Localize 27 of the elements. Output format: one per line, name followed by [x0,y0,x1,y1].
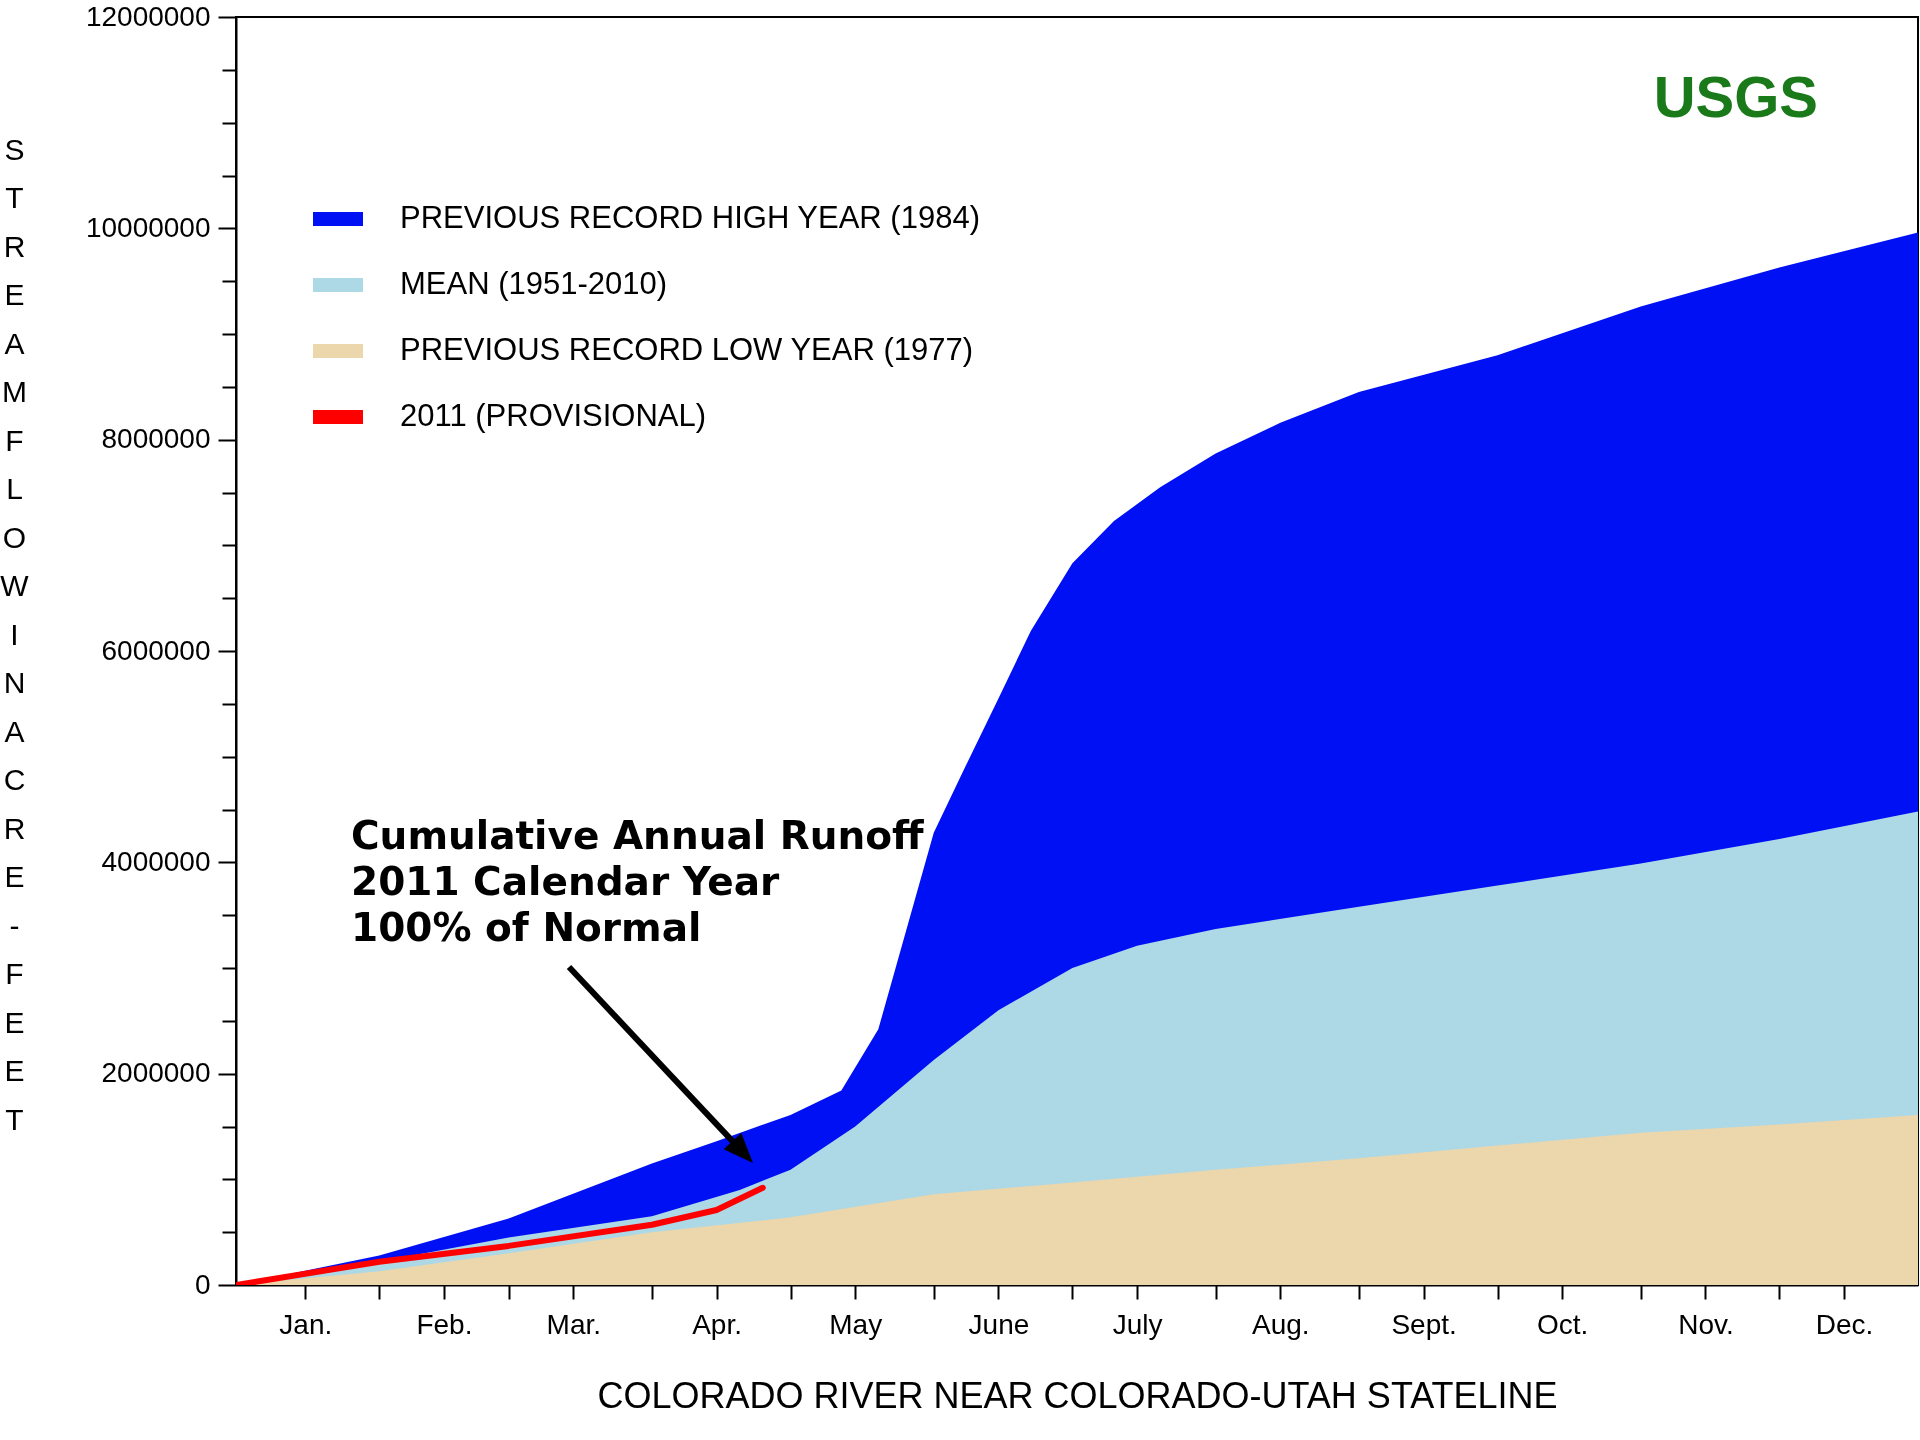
legend-label: MEAN (1951-2010) [400,266,668,301]
legend-label: 2011 (PROVISIONAL) [400,398,707,433]
y-tick-label: 0 [194,1268,211,1300]
x-tick-label: Mar. [546,1308,602,1340]
annotation: USGS [1653,64,1818,129]
y-tick-label: 2000000 [101,1057,211,1089]
text: STREAMFLOW IN ACRE-FEET [0,132,29,1136]
x-tick-label: July [1112,1308,1163,1340]
x-tick-label: Jan. [279,1308,333,1340]
x-tick-label: June [968,1308,1030,1340]
x-tick-label: Dec. [1815,1308,1874,1340]
y-tick-label: 8000000 [101,423,211,455]
x-tick-label: May [829,1308,883,1340]
x-tick-label: Nov. [1678,1308,1734,1340]
x-tick-label: Sept. [1391,1308,1457,1340]
x-axis-title: COLORADO RIVER NEAR COLORADO-UTAH STATELINE [597,1374,1558,1416]
x-tick-label: Apr. [692,1308,742,1340]
y-tick-label: 10000000 [85,211,211,243]
legend-label: PREVIOUS RECORD LOW YEAR (1977) [400,332,974,367]
x-tick-label: Oct. [1537,1308,1589,1340]
y-tick-label: 12000000 [85,0,211,32]
y-tick-label: 6000000 [101,634,211,666]
annotation: Cumulative Annual Runoff 2011 Calendar Year 100% of Normal [351,813,925,950]
x-tick-label: Aug. [1252,1308,1310,1340]
x-tick-label: Feb. [416,1308,473,1340]
legend-label: PREVIOUS RECORD HIGH YEAR (1984) [400,200,980,235]
y-tick-label: 4000000 [101,845,211,877]
